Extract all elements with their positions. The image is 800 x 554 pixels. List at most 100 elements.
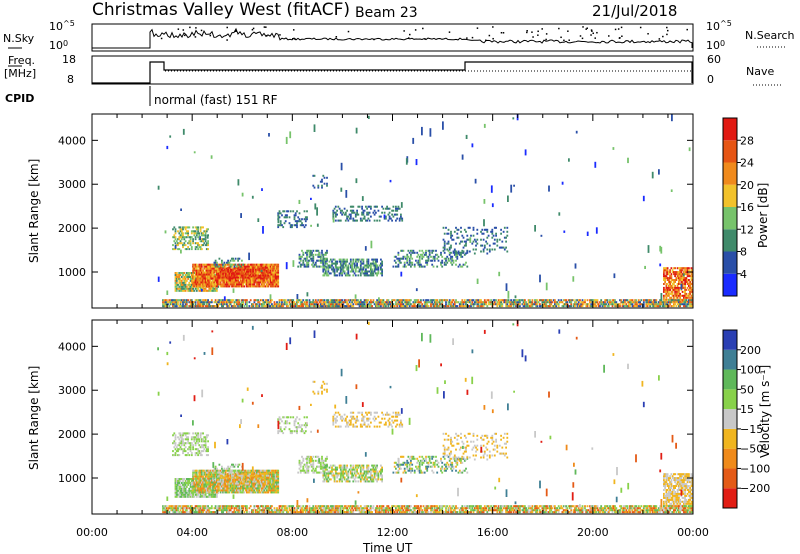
power-cell <box>199 281 202 284</box>
power-cell <box>180 272 183 274</box>
power-cell <box>356 266 358 269</box>
velocity-cell <box>223 485 226 488</box>
power-cell <box>400 213 402 216</box>
power-cell <box>277 224 280 227</box>
power-cell <box>234 299 237 302</box>
power-cell <box>205 285 208 288</box>
power-cell <box>674 299 676 302</box>
power-cell <box>272 277 275 280</box>
power-cell <box>586 299 589 302</box>
velocity-cell <box>208 473 211 476</box>
power-cell <box>381 260 383 263</box>
power-cell <box>236 270 238 273</box>
power-cell <box>267 281 270 284</box>
power-cell <box>222 266 224 269</box>
power-cell <box>453 301 456 304</box>
power-cell <box>342 266 345 269</box>
power-cell <box>380 268 382 271</box>
power-cell <box>257 299 260 302</box>
power-cell <box>299 263 302 266</box>
power-cell <box>231 263 233 266</box>
power-cell <box>438 299 441 302</box>
power-cell <box>204 240 207 243</box>
power-cell <box>460 303 462 306</box>
power-cell <box>242 281 244 284</box>
power-cell <box>373 303 376 306</box>
power-cell <box>368 305 371 308</box>
power-cell <box>681 299 684 302</box>
power-cell <box>303 265 306 268</box>
power-cell <box>579 299 581 302</box>
power-cell <box>402 305 405 308</box>
power-cell <box>370 205 372 208</box>
power-cell <box>197 287 199 290</box>
power-cell <box>679 271 681 274</box>
power-cell <box>287 305 290 308</box>
power-cell <box>405 303 407 306</box>
power-cell <box>210 263 213 266</box>
power-cell <box>645 301 648 304</box>
power-cell <box>199 273 202 276</box>
power-cell <box>357 266 360 269</box>
power-cell <box>247 263 250 266</box>
power-cell <box>189 240 192 243</box>
power-cell <box>346 274 348 277</box>
power-cell <box>318 299 321 302</box>
power-cell <box>202 283 204 286</box>
power-cell <box>232 281 234 284</box>
power-cell <box>686 294 689 297</box>
power-cell <box>370 207 372 210</box>
power-cell <box>351 211 353 214</box>
power-cell <box>690 294 693 297</box>
cpid-text: normal (fast) 151 RF <box>154 93 278 107</box>
power-cell <box>249 263 252 266</box>
power-cell <box>334 215 337 218</box>
power-cell <box>529 299 531 302</box>
power-cell <box>177 274 179 276</box>
power-cell <box>654 305 656 308</box>
power-cell <box>332 209 335 212</box>
power-cell <box>199 230 202 233</box>
power-cell <box>197 236 199 239</box>
power-cell <box>192 263 194 266</box>
power-cell <box>367 299 370 302</box>
power-cell <box>461 234 464 237</box>
power-cell <box>396 305 399 308</box>
velocity-cell <box>229 485 232 488</box>
power-cell <box>287 299 290 302</box>
power-cell <box>636 301 639 304</box>
power-cell <box>231 277 233 280</box>
power-cell <box>675 290 678 293</box>
nsky-dot <box>292 38 294 40</box>
power-cell <box>402 257 405 260</box>
velocity-cell <box>197 477 199 480</box>
power-cell <box>505 240 507 243</box>
power-cell <box>586 231 589 236</box>
power-cell <box>546 305 549 308</box>
power-cell <box>277 263 280 266</box>
power-cell <box>247 265 250 268</box>
power-cell <box>216 283 218 286</box>
power-cell <box>388 211 391 214</box>
power-cell <box>278 301 281 304</box>
power-cell <box>269 281 272 284</box>
power-cell <box>475 240 477 243</box>
power-cell <box>193 275 196 278</box>
power-cell <box>680 303 683 306</box>
power-cell <box>370 299 372 302</box>
power-cell <box>333 258 336 261</box>
power-cell <box>257 271 260 274</box>
power-cell <box>357 205 360 208</box>
velocity-cell <box>194 481 197 484</box>
power-cell <box>438 301 441 304</box>
power-cell <box>655 299 658 302</box>
velocity-cell <box>237 477 239 480</box>
power-cell <box>194 301 197 304</box>
power-cell <box>690 269 693 272</box>
power-cell <box>635 299 638 302</box>
velocity-cell <box>183 489 186 492</box>
velocity-cell <box>228 469 231 472</box>
power-cell <box>222 305 224 308</box>
power-cell <box>636 305 639 308</box>
power-cell <box>192 289 194 292</box>
